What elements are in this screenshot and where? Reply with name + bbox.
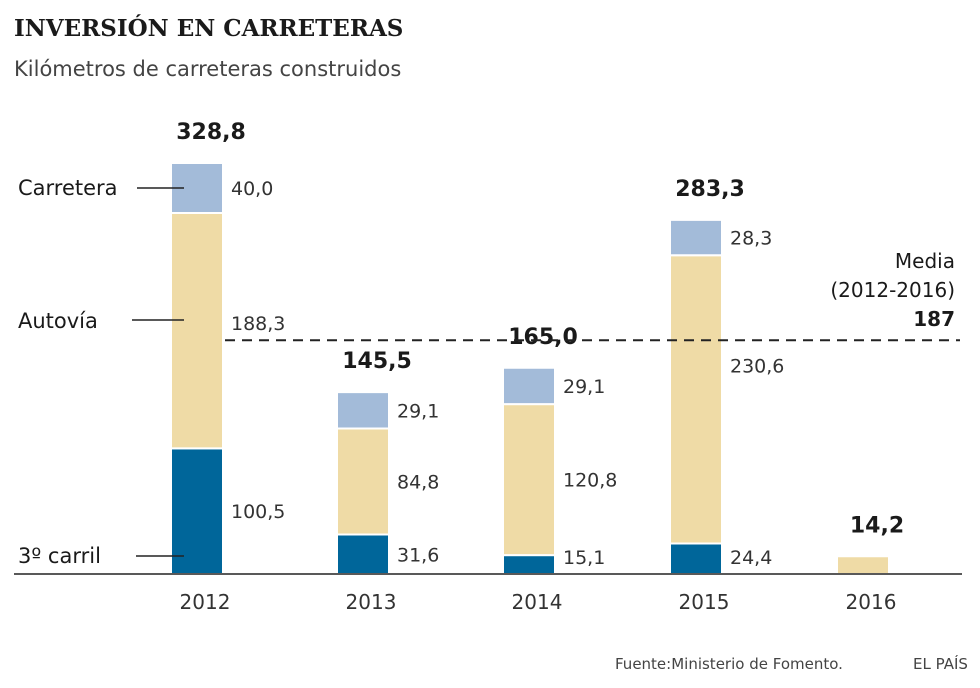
segment-label-2013-1: 84,8 xyxy=(397,472,439,494)
average-label: Media xyxy=(895,249,955,273)
segment-label-2013-2: 29,1 xyxy=(397,400,439,422)
average-group: Media (2012-2016) 187 xyxy=(225,249,960,342)
x-tick-2014: 2014 xyxy=(512,590,563,614)
total-label-2013: 145,5 xyxy=(342,349,412,374)
bars-group: 100,5 188,3 40,0 328,8 2012 31,6 84,8 29,1 145,5… xyxy=(170,120,904,614)
bar-segment-2015-2 xyxy=(669,218,723,257)
bar-segment-2014-0 xyxy=(502,554,556,575)
total-label-2014: 165,0 xyxy=(508,325,578,350)
segment-label-2014-2: 29,1 xyxy=(563,376,605,398)
total-label-2016: 14,2 xyxy=(850,513,904,538)
bar-segment-2012-1 xyxy=(170,212,224,450)
segment-label-2014-0: 15,1 xyxy=(563,547,605,569)
average-value: 187 xyxy=(913,307,955,331)
segment-label-2015-1: 230,6 xyxy=(730,355,784,377)
x-tick-2016: 2016 xyxy=(846,590,897,614)
segment-label-2013-0: 31,6 xyxy=(397,544,439,566)
chart-subtitle: Kilómetros de carreteras construidos xyxy=(14,57,401,81)
legend: Carretera Autovía 3º carril xyxy=(18,176,184,568)
total-label-2015: 283,3 xyxy=(675,177,745,202)
bar-segment-2015-1 xyxy=(669,254,723,545)
legend-carretera: Carretera xyxy=(18,176,118,200)
bar-segment-2016-1 xyxy=(836,555,890,575)
brand-credit: EL PAÍS xyxy=(913,654,968,673)
segment-label-2012-0: 100,5 xyxy=(231,501,285,523)
legend-3-carril: 3º carril xyxy=(18,544,101,568)
segment-label-2014-1: 120,8 xyxy=(563,470,617,492)
chart-title: INVERSIÓN EN CARRETERAS xyxy=(14,15,403,42)
legend-autovia: Autovía xyxy=(18,309,98,333)
bar-segment-2013-0 xyxy=(336,533,390,575)
segment-label-2015-2: 28,3 xyxy=(730,228,772,250)
x-tick-2015: 2015 xyxy=(679,590,730,614)
segment-label-2015-0: 24,4 xyxy=(730,547,772,569)
average-period: (2012-2016) xyxy=(830,278,955,302)
x-tick-2012: 2012 xyxy=(180,590,231,614)
bar-segment-2014-1 xyxy=(502,403,556,557)
bar-segment-2015-0 xyxy=(669,542,723,575)
bar-segment-2014-2 xyxy=(502,366,556,406)
total-label-2012: 328,8 xyxy=(176,120,246,145)
x-tick-2013: 2013 xyxy=(346,590,397,614)
bar-segment-2012-0 xyxy=(170,447,224,575)
segment-label-2012-1: 188,3 xyxy=(231,313,285,335)
source-note: Fuente:Ministerio de Fomento. xyxy=(615,655,843,673)
bar-segment-2013-1 xyxy=(336,427,390,536)
segment-label-2012-2: 40,0 xyxy=(231,178,273,200)
bar-segment-2013-2 xyxy=(336,391,390,430)
